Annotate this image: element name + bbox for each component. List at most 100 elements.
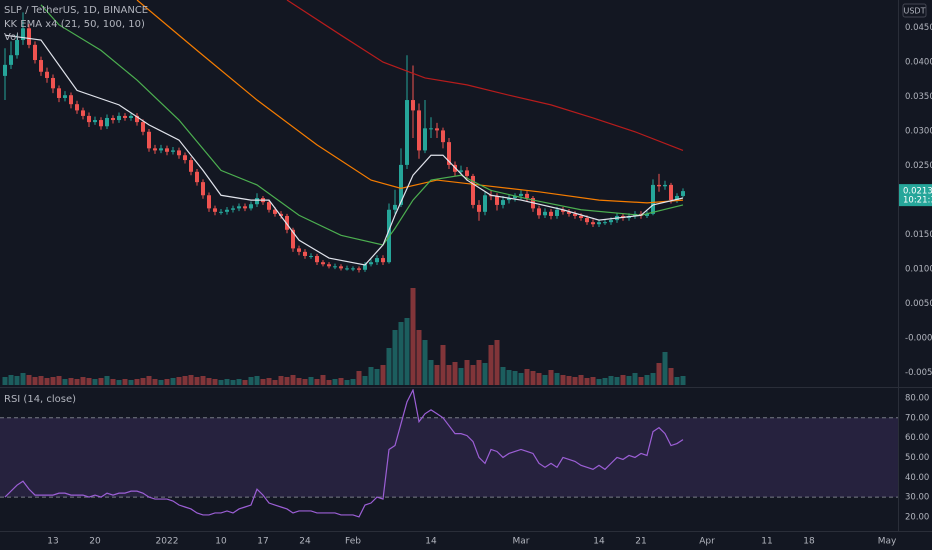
candle-body <box>363 264 367 270</box>
volume-bar <box>632 373 638 385</box>
x-tick-label: Apr <box>699 537 715 547</box>
candle-body <box>303 251 307 256</box>
volume-bar <box>188 375 194 385</box>
volume-bar <box>170 378 176 385</box>
y-tick-label: -0.0050 <box>905 368 932 378</box>
candle-body <box>477 204 481 212</box>
volume-bar <box>464 360 470 385</box>
ema-line <box>4 34 684 266</box>
candle-body <box>225 209 229 212</box>
candle-body <box>255 198 259 205</box>
x-tick-label: May <box>878 537 897 547</box>
candle-body <box>141 122 145 132</box>
countdown-label: 10:21:36 <box>903 196 932 206</box>
volume-bar <box>584 378 590 385</box>
y-tick-label: 0.0150 <box>905 230 932 240</box>
candle-body <box>69 95 73 105</box>
volume-bar <box>596 379 602 385</box>
candle-body <box>195 171 199 183</box>
candle-body <box>267 202 271 210</box>
volume-bar <box>446 365 452 385</box>
candle-body <box>63 95 67 98</box>
y-tick-label: 0.0350 <box>905 92 932 102</box>
candle-body <box>435 128 439 131</box>
volume-bar <box>416 330 422 385</box>
volume-layer <box>2 288 686 385</box>
candle-body <box>105 117 109 127</box>
volume-bar <box>32 377 38 385</box>
volume-bar <box>284 377 290 385</box>
volume-bar <box>626 376 632 385</box>
volume-bar <box>494 340 500 385</box>
volume-bar <box>560 375 566 385</box>
candle-body <box>561 209 565 212</box>
candle-body <box>117 115 121 121</box>
candle-body <box>153 148 157 151</box>
volume-bar <box>380 365 386 385</box>
x-tick-label: 20 <box>89 537 101 547</box>
volume-bar <box>608 376 614 385</box>
candle-body <box>147 131 151 149</box>
y-tick-label: 0.0250 <box>905 161 932 171</box>
candle-body <box>39 60 43 72</box>
candle-body <box>483 195 487 212</box>
x-tick-label: 24 <box>299 537 311 547</box>
x-tick-label: Mar <box>513 537 530 547</box>
volume-bar <box>452 362 458 385</box>
volume-bar <box>656 363 662 385</box>
volume-bar <box>614 377 620 385</box>
candle-body <box>219 211 223 213</box>
indicator-label: KK EMA x4 (21, 50, 100, 10) <box>4 19 145 30</box>
volume-bar <box>680 376 686 385</box>
volume-bar <box>110 379 116 385</box>
candle-body <box>189 160 193 172</box>
rsi-tick-label: 60.00 <box>905 433 929 443</box>
candle-body <box>165 148 169 152</box>
volume-bar <box>146 376 152 385</box>
candle-body <box>45 71 49 78</box>
volume-bar <box>182 376 188 385</box>
volume-bar <box>668 368 674 385</box>
volume-bar <box>224 379 230 385</box>
candle-body <box>27 28 31 45</box>
rsi-tick-label: 40.00 <box>905 473 929 483</box>
volume-bar <box>458 368 464 385</box>
volume-bar <box>134 379 140 385</box>
candle-body <box>213 208 217 212</box>
volume-bar <box>542 375 548 385</box>
candle-body <box>675 195 679 201</box>
candle-body <box>87 115 91 123</box>
candle-body <box>129 115 133 118</box>
ema-line <box>136 0 684 204</box>
volume-bar <box>2 377 8 385</box>
candle-body <box>669 184 673 201</box>
volume-bar <box>242 380 248 385</box>
volume-bar <box>548 370 554 385</box>
currency-label[interactable]: USDT <box>904 7 926 16</box>
volume-bar <box>152 379 158 385</box>
y-tick-label: 0.0400 <box>905 58 932 68</box>
candle-body <box>429 128 433 130</box>
candle-body <box>33 44 37 61</box>
candle-body <box>681 191 685 196</box>
volume-bar <box>440 345 446 385</box>
candle-body <box>93 120 97 123</box>
volume-bar <box>218 380 224 385</box>
candle-body <box>321 262 325 265</box>
volume-bar <box>386 348 392 385</box>
candle-body <box>177 150 181 156</box>
volume-bar <box>302 379 308 385</box>
volume-bar <box>536 373 542 385</box>
volume-bar <box>674 377 680 385</box>
candle-body <box>471 175 475 205</box>
candle-body <box>495 195 499 205</box>
candle-body <box>657 184 661 187</box>
rsi-label: RSI (14, close) <box>4 394 76 405</box>
currency-box[interactable] <box>902 3 927 18</box>
candle-body <box>75 104 79 111</box>
volume-bar <box>98 378 104 385</box>
volume-bar <box>476 360 482 385</box>
rsi-tick-label: 80.00 <box>905 393 929 403</box>
candle-body <box>525 193 529 199</box>
